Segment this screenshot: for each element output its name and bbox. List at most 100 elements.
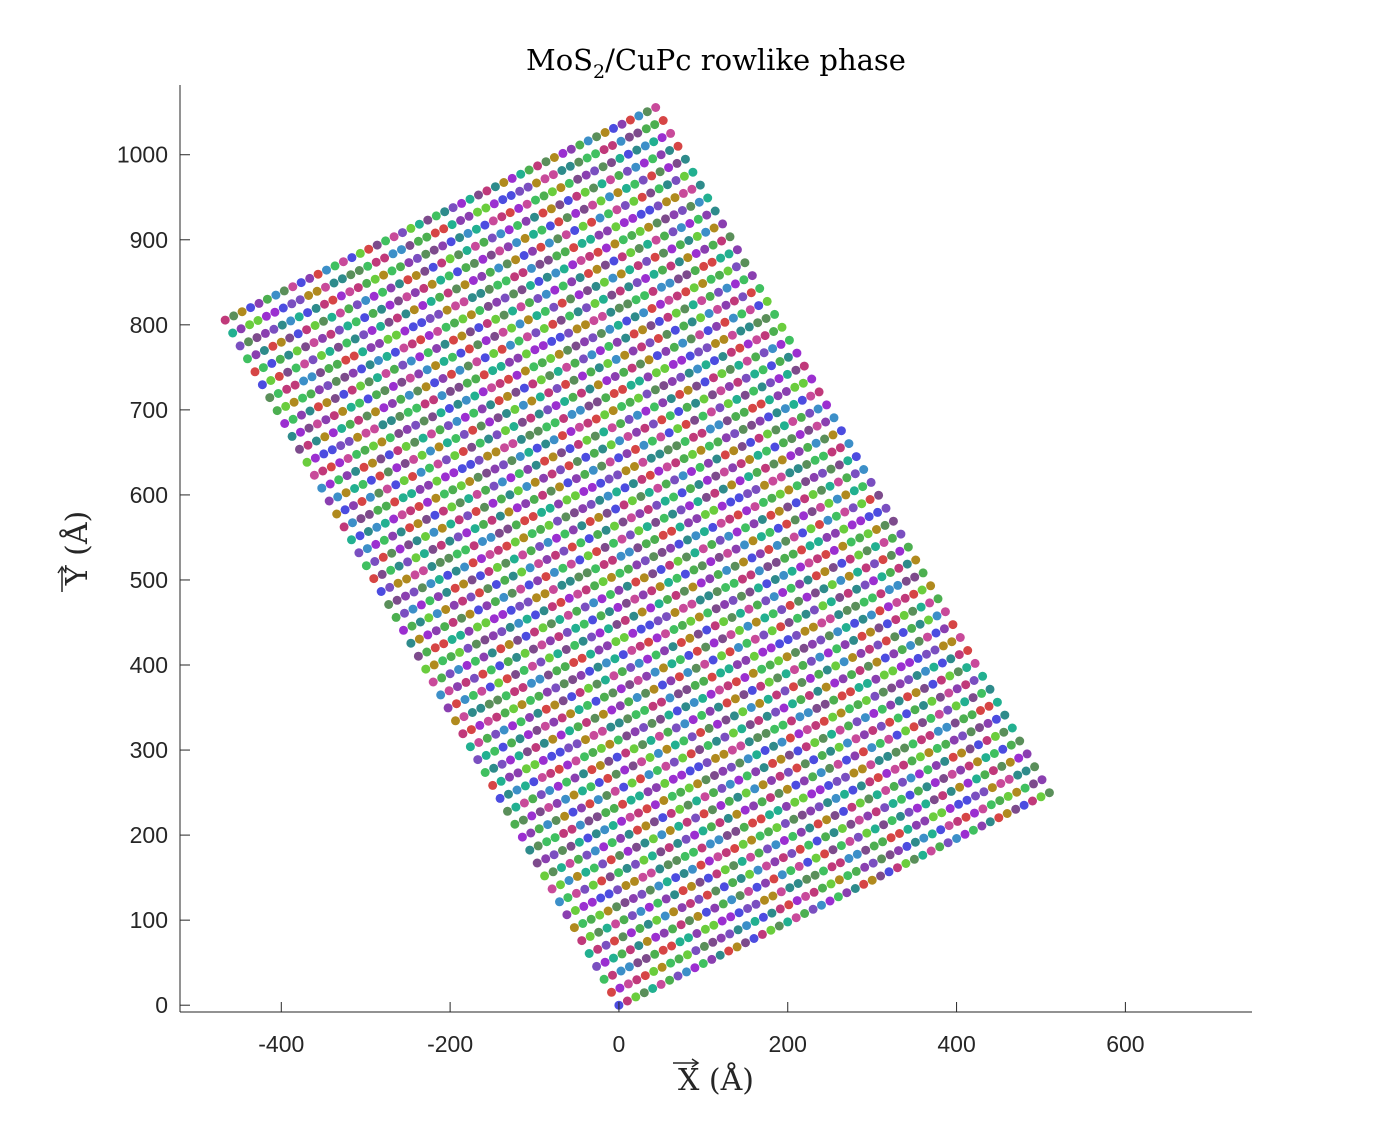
data-point — [434, 442, 444, 452]
data-point — [607, 987, 616, 997]
data-point — [250, 367, 260, 377]
data-point — [579, 901, 589, 911]
data-point — [591, 414, 601, 424]
data-point — [594, 363, 604, 373]
data-point — [762, 711, 772, 721]
data-point — [824, 781, 834, 790]
data-point — [651, 650, 661, 660]
data-point — [419, 549, 429, 559]
data-point — [643, 787, 653, 797]
data-point — [667, 941, 677, 951]
data-point — [630, 727, 640, 737]
data-point — [505, 622, 515, 632]
data-point — [296, 427, 305, 437]
data-point — [394, 429, 404, 438]
data-point — [587, 632, 597, 642]
data-point — [676, 505, 686, 515]
data-point — [605, 457, 615, 467]
data-point — [501, 691, 511, 701]
data-point — [662, 329, 672, 339]
data-point — [646, 735, 656, 745]
data-point — [798, 528, 808, 538]
data-point — [642, 936, 652, 946]
data-point — [436, 690, 446, 700]
data-point — [467, 442, 477, 452]
data-point — [683, 385, 693, 395]
data-point — [752, 335, 762, 345]
data-point — [412, 403, 422, 413]
x-tick-label: -400 — [258, 1031, 304, 1057]
data-point — [409, 454, 419, 464]
data-point — [697, 561, 707, 571]
data-point — [515, 319, 525, 329]
data-point — [789, 399, 799, 409]
data-point — [546, 354, 556, 363]
data-point — [625, 812, 635, 822]
data-point — [511, 802, 521, 812]
data-point — [259, 346, 269, 355]
data-point — [881, 786, 891, 795]
data-point — [623, 432, 633, 441]
data-point — [746, 570, 756, 580]
data-point — [686, 201, 696, 211]
data-point — [728, 878, 738, 888]
data-point — [844, 721, 853, 731]
data-point — [650, 252, 660, 262]
data-point — [465, 194, 475, 204]
data-point — [400, 608, 409, 618]
data-point — [339, 522, 349, 532]
data-point — [842, 755, 851, 765]
data-point — [702, 475, 712, 485]
data-point — [511, 387, 521, 397]
data-point — [829, 828, 839, 838]
data-point — [444, 404, 454, 413]
data-point — [251, 350, 261, 360]
data-point — [538, 623, 548, 633]
data-point — [778, 588, 788, 597]
data-point — [538, 755, 548, 765]
data-point — [583, 136, 593, 146]
data-point — [770, 575, 780, 584]
data-point — [639, 988, 649, 998]
data-point — [647, 171, 657, 181]
data-point — [252, 333, 262, 343]
data-point — [859, 730, 869, 740]
data-point — [1022, 749, 1032, 759]
data-point — [758, 647, 768, 657]
data-point — [473, 340, 483, 350]
data-point — [626, 248, 636, 258]
data-point — [505, 490, 515, 500]
data-point — [863, 811, 873, 821]
data-point — [666, 676, 676, 686]
data-point — [571, 474, 581, 484]
data-point — [847, 670, 857, 680]
data-point — [810, 738, 820, 748]
data-point — [635, 509, 645, 519]
data-point — [637, 192, 647, 202]
data-point — [515, 601, 525, 611]
data-point — [488, 780, 498, 790]
data-point — [421, 664, 431, 674]
data-point — [601, 940, 611, 950]
data-point — [546, 619, 556, 629]
data-point — [637, 474, 647, 484]
data-point — [480, 220, 490, 230]
data-point — [584, 534, 594, 544]
data-point — [574, 157, 584, 167]
data-point — [316, 368, 325, 378]
data-point — [790, 797, 800, 807]
data-point — [638, 740, 648, 750]
data-point — [465, 327, 475, 337]
data-point — [988, 766, 998, 776]
data-point — [566, 709, 576, 719]
data-point — [683, 950, 692, 960]
data-point — [932, 743, 942, 753]
data-point — [642, 107, 652, 117]
data-point — [492, 297, 502, 307]
data-point — [502, 674, 512, 684]
data-point — [725, 232, 735, 242]
data-point — [331, 376, 341, 386]
data-point — [441, 605, 451, 614]
data-point — [773, 806, 783, 815]
data-point — [747, 420, 757, 430]
